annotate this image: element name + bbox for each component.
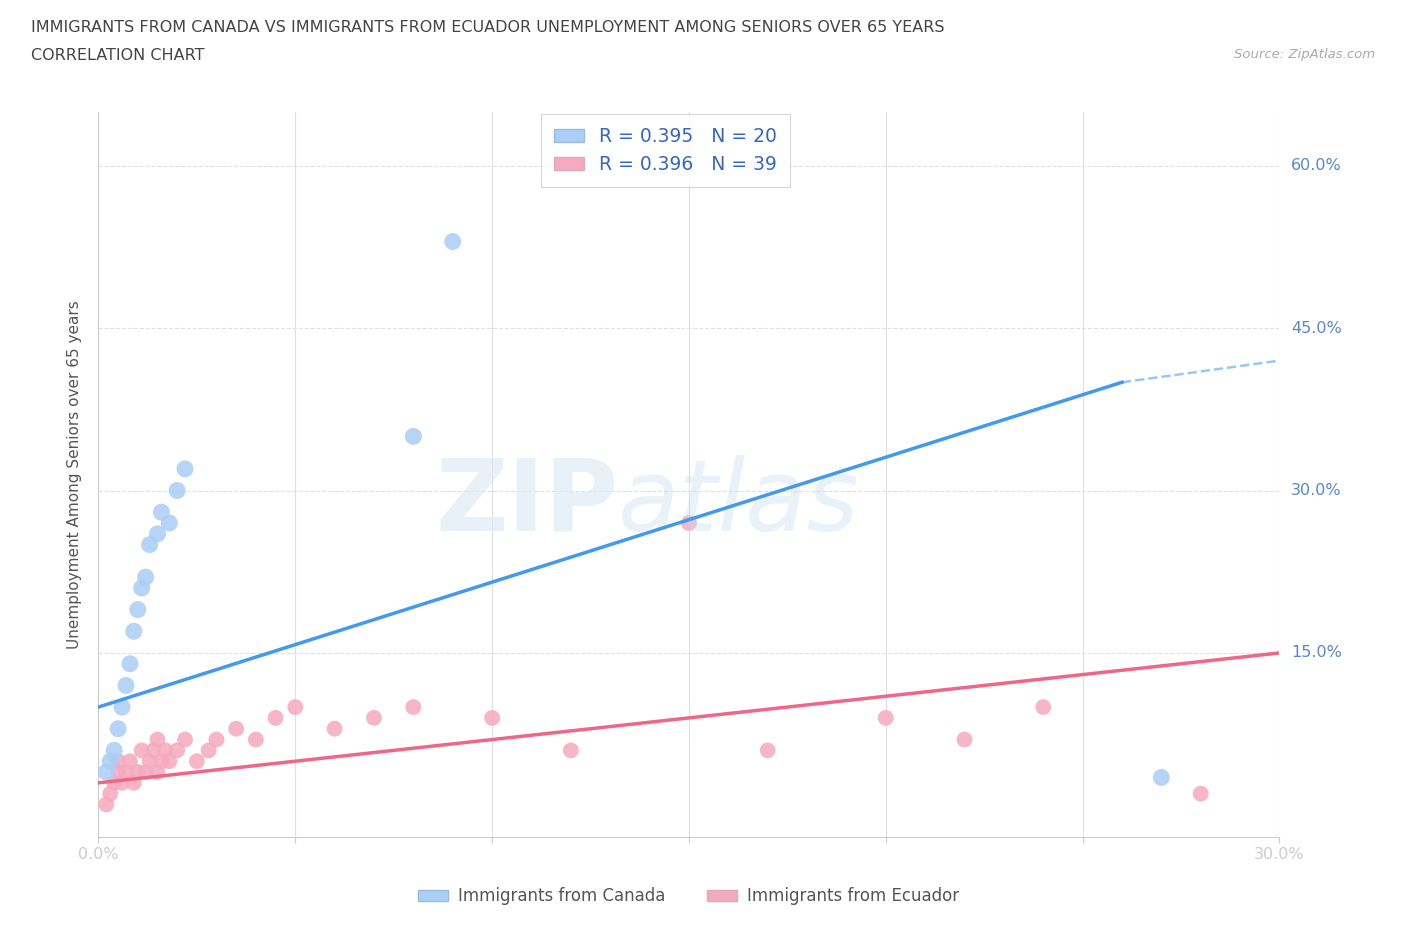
Point — [122, 776, 145, 790]
Point — [98, 754, 121, 769]
Point — [107, 754, 129, 769]
Point — [111, 699, 134, 714]
Text: 45.0%: 45.0% — [1291, 321, 1341, 336]
Point — [245, 732, 267, 747]
Text: 30.0%: 30.0% — [1291, 483, 1341, 498]
Point — [157, 754, 180, 769]
Point — [146, 764, 169, 779]
Point — [138, 538, 160, 552]
Point — [146, 732, 169, 747]
Point — [363, 711, 385, 725]
Point — [323, 722, 346, 737]
Point — [150, 754, 173, 769]
Point — [678, 515, 700, 530]
Point — [174, 732, 197, 747]
Point — [107, 722, 129, 737]
Legend: Immigrants from Canada, Immigrants from Ecuador: Immigrants from Canada, Immigrants from … — [412, 881, 966, 912]
Text: ZIP: ZIP — [436, 455, 619, 551]
Text: IMMIGRANTS FROM CANADA VS IMMIGRANTS FROM ECUADOR UNEMPLOYMENT AMONG SENIORS OVE: IMMIGRANTS FROM CANADA VS IMMIGRANTS FRO… — [31, 20, 945, 35]
Point — [111, 776, 134, 790]
Point — [1189, 786, 1212, 801]
Point — [166, 483, 188, 498]
Point — [166, 743, 188, 758]
Point — [1150, 770, 1173, 785]
Point — [225, 722, 247, 737]
Text: 60.0%: 60.0% — [1291, 158, 1341, 173]
Point — [131, 580, 153, 595]
Point — [131, 743, 153, 758]
Point — [481, 711, 503, 725]
Point — [197, 743, 219, 758]
Point — [138, 754, 160, 769]
Point — [284, 699, 307, 714]
Point — [174, 461, 197, 476]
Point — [103, 776, 125, 790]
Point — [127, 603, 149, 618]
Text: atlas: atlas — [619, 455, 859, 551]
Point — [142, 743, 165, 758]
Point — [264, 711, 287, 725]
Point — [103, 743, 125, 758]
Point — [402, 699, 425, 714]
Y-axis label: Unemployment Among Seniors over 65 years: Unemployment Among Seniors over 65 years — [67, 300, 83, 649]
Point — [135, 764, 157, 779]
Point — [186, 754, 208, 769]
Text: CORRELATION CHART: CORRELATION CHART — [31, 48, 204, 63]
Point — [953, 732, 976, 747]
Point — [122, 624, 145, 639]
Text: Source: ZipAtlas.com: Source: ZipAtlas.com — [1234, 48, 1375, 61]
Point — [756, 743, 779, 758]
Point — [402, 429, 425, 444]
Point — [98, 786, 121, 801]
Point — [115, 764, 138, 779]
Point — [155, 743, 177, 758]
Point — [118, 657, 141, 671]
Point — [96, 797, 118, 812]
Point — [875, 711, 897, 725]
Point — [107, 764, 129, 779]
Point — [205, 732, 228, 747]
Point — [560, 743, 582, 758]
Text: 15.0%: 15.0% — [1291, 645, 1343, 660]
Point — [441, 234, 464, 249]
Point — [150, 505, 173, 520]
Point — [157, 515, 180, 530]
Point — [115, 678, 138, 693]
Point — [118, 754, 141, 769]
Point — [135, 570, 157, 585]
Point — [96, 764, 118, 779]
Point — [146, 526, 169, 541]
Point — [127, 764, 149, 779]
Point — [1032, 699, 1054, 714]
